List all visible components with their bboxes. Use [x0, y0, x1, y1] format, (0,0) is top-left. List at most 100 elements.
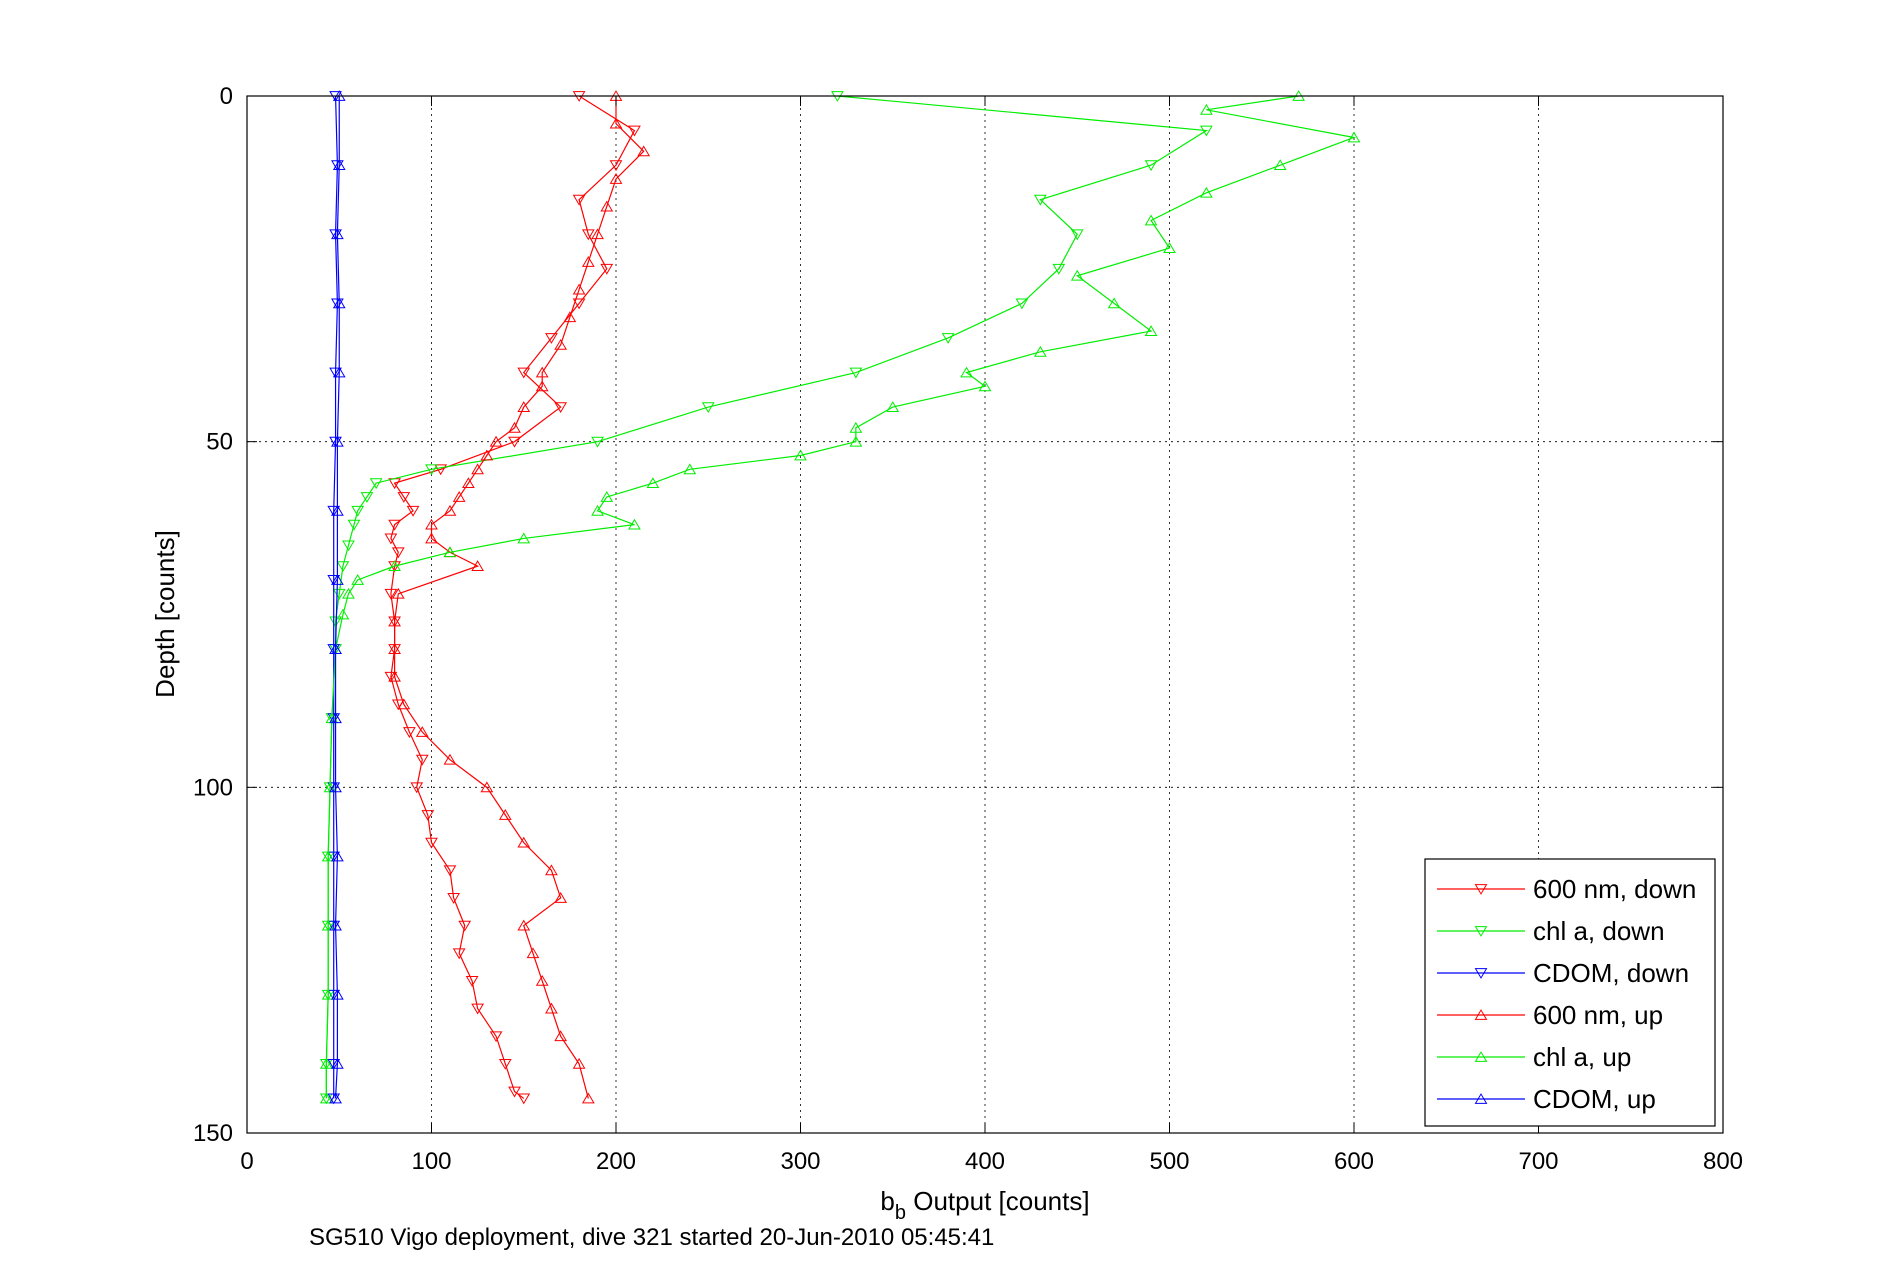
- y-tick-label: 150: [193, 1120, 233, 1147]
- data-point-cdom-down: [329, 229, 342, 241]
- data-point-600-nm-down: [421, 810, 435, 821]
- data-point-chl-a-down: [1200, 125, 1213, 137]
- x-tick-label: 800: [1703, 1148, 1743, 1175]
- data-point-600-nm-up: [591, 228, 604, 240]
- data-point-600-nm-down: [600, 263, 614, 275]
- data-point-600-nm-up: [498, 809, 512, 820]
- legend-marker-600-nm-down: [1474, 884, 1488, 895]
- data-point-600-nm-down: [384, 588, 398, 600]
- y-tick-label: 0: [220, 83, 233, 110]
- series-line-cdom-up: [334, 96, 340, 1099]
- data-point-chl-a-up: [849, 435, 863, 447]
- data-point-chl-a-down: [369, 478, 383, 490]
- x-tick-label: 700: [1518, 1148, 1558, 1175]
- x-tick-label: 300: [780, 1148, 820, 1175]
- data-point-600-nm-up: [554, 892, 568, 903]
- data-point-600-nm-up: [508, 421, 521, 433]
- data-point-chl-a-up: [351, 573, 365, 585]
- data-point-chl-a-up: [591, 504, 604, 516]
- data-point-600-nm-up: [535, 380, 549, 392]
- data-point-chl-a-up: [1200, 186, 1213, 198]
- series-line-chl-a-up: [325, 95, 1357, 1099]
- data-point-chl-a-up: [1107, 297, 1121, 309]
- x-tick-label: 100: [411, 1148, 451, 1175]
- legend-marker-chl-a-down: [1474, 926, 1488, 937]
- data-point-600-nm-up: [517, 401, 531, 412]
- data-point-chl-a-down: [329, 616, 342, 628]
- data-point-chl-a-up: [336, 608, 350, 620]
- legend-label-cdom-down: CDOM, down: [1533, 958, 1689, 988]
- legend-label-chl-a-up: chl a, up: [1533, 1042, 1631, 1072]
- data-point-chl-a-down: [342, 540, 355, 552]
- data-point-600-nm-up: [572, 1057, 586, 1069]
- data-point-600-nm-up: [600, 200, 614, 212]
- data-point-600-nm-up: [581, 1092, 595, 1104]
- data-point-cdom-down: [327, 505, 341, 517]
- data-point-chl-a-up: [849, 421, 863, 433]
- data-point-chl-a-up: [319, 1057, 333, 1069]
- data-point-cdom-down: [331, 160, 344, 172]
- data-point-600-nm-up: [397, 698, 411, 710]
- data-point-chl-a-up: [978, 380, 992, 392]
- data-point-600-nm-down: [498, 1058, 512, 1070]
- data-point-chl-a-up: [1200, 103, 1213, 115]
- legend: 600 nm, down chl a, down CDOM, down 600 nm,…: [1424, 858, 1716, 1127]
- data-point-600-nm-down: [517, 367, 531, 379]
- data-point-chl-a-down: [849, 367, 863, 379]
- series-line-cdom-down: [333, 95, 339, 1099]
- data-point-chl-a-up: [960, 366, 973, 378]
- x-tick-label: 400: [965, 1148, 1005, 1175]
- x-axis-label-main: b: [880, 1186, 894, 1216]
- data-point-cdom-up: [332, 297, 346, 309]
- data-point-600-nm-up: [609, 117, 623, 129]
- data-point-600-nm-down: [434, 464, 448, 476]
- data-point-chl-a-up: [1163, 242, 1176, 253]
- x-axis-label: bb Output [counts]: [880, 1186, 1089, 1224]
- data-point-600-nm-up: [563, 311, 577, 323]
- data-point-chl-a-down: [941, 333, 955, 344]
- data-point-chl-a-down: [347, 519, 361, 531]
- data-point-chl-a-down: [351, 505, 365, 517]
- data-point-600-nm-down: [402, 727, 416, 738]
- series-cdom-up: [329, 90, 346, 1104]
- x-axis-label-rest: Output [counts]: [906, 1186, 1090, 1216]
- data-point-600-nm-down: [458, 920, 472, 932]
- data-point-600-nm-down: [572, 194, 586, 206]
- data-point-600-nm-down: [609, 160, 623, 172]
- data-point-chl-a-down: [591, 436, 604, 448]
- data-point-cdom-up: [331, 850, 344, 862]
- data-point-600-nm-up: [443, 753, 457, 765]
- data-point-cdom-down: [331, 298, 344, 310]
- legend-label-chl-a-down: chl a, down: [1533, 916, 1665, 946]
- data-point-chl-a-up: [1144, 214, 1158, 226]
- data-point-600-nm-down: [517, 1093, 531, 1105]
- data-point-600-nm-down: [572, 298, 586, 310]
- data-point-chl-a-up: [628, 518, 641, 530]
- data-point-600-nm-up: [391, 587, 405, 599]
- data-point-chl-a-up: [319, 1092, 333, 1104]
- data-point-600-nm-down: [388, 519, 401, 531]
- x-tick-label: 0: [240, 1148, 253, 1175]
- data-point-chl-a-down: [701, 402, 715, 414]
- data-point-chl-a-up: [794, 449, 807, 461]
- y-axis-label: Depth [counts]: [150, 530, 180, 698]
- data-point-600-nm-down: [406, 505, 420, 517]
- data-point-chl-a-up: [1033, 345, 1047, 357]
- data-point-cdom-up: [329, 781, 342, 793]
- data-point-chl-a-up: [886, 401, 900, 412]
- data-point-600-nm-down: [443, 865, 457, 877]
- x-tick-label: 200: [596, 1148, 636, 1175]
- data-point-600-nm-down: [465, 976, 479, 987]
- data-point-600-nm-up: [471, 463, 484, 475]
- data-point-chl-a-up: [321, 919, 335, 931]
- data-point-cdom-down: [329, 367, 342, 379]
- data-point-chl-a-down: [425, 464, 438, 476]
- data-point-chl-a-up: [1070, 269, 1084, 281]
- data-point-600-nm-up: [462, 477, 475, 489]
- data-point-chl-a-up: [321, 988, 335, 1000]
- x-tick-label: 600: [1334, 1148, 1374, 1175]
- data-point-chl-a-up: [517, 532, 531, 544]
- legend-marker-cdom-up: [1474, 1093, 1488, 1104]
- data-point-600-nm-up: [637, 145, 651, 157]
- data-point-cdom-up: [329, 1092, 342, 1104]
